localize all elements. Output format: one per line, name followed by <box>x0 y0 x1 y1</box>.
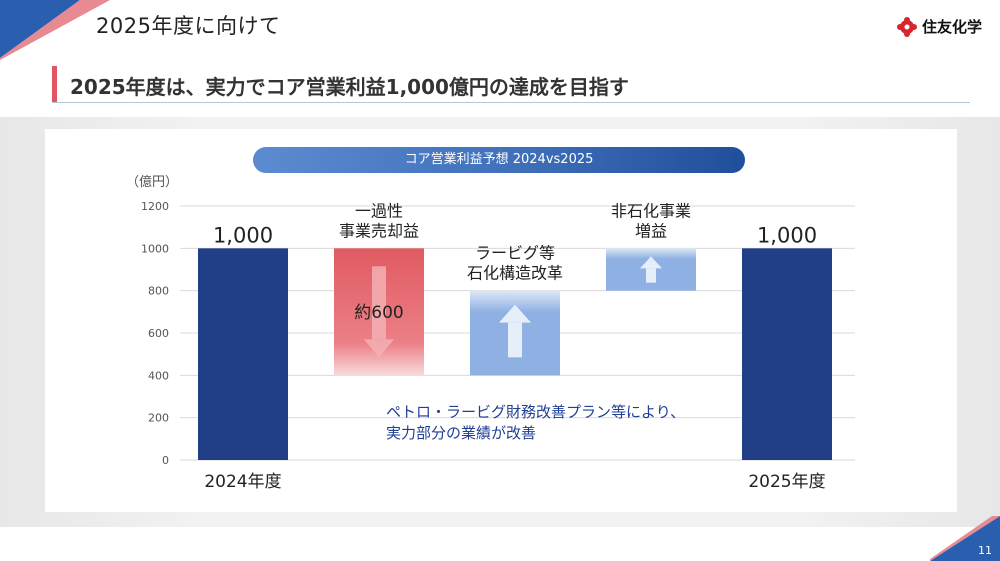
logo-text: 住友化学 <box>921 18 982 36</box>
y-axis-unit-label: （億円） <box>126 175 179 190</box>
company-logo: 住友化学 <box>896 16 982 37</box>
y-tick-label: 200 <box>148 412 169 425</box>
subtitle-divider <box>52 102 970 103</box>
y-tick-label: 0 <box>162 454 169 467</box>
page-title: 2025年度に向けて <box>96 14 281 38</box>
subtitle-accent-bar <box>52 66 57 102</box>
bar-category-label: 非石化事業増益 <box>611 201 691 240</box>
bar-total <box>742 248 832 460</box>
corner-decoration-bottom <box>930 516 1000 561</box>
page-number: 11 <box>978 544 992 557</box>
y-tick-label: 800 <box>148 285 169 298</box>
y-tick-label: 1000 <box>141 242 169 255</box>
y-tick-label: 600 <box>148 327 169 340</box>
up-arrow-shaft <box>646 268 656 283</box>
up-arrow-icon <box>499 304 531 323</box>
y-tick-label: 1200 <box>141 200 169 213</box>
corner-decoration <box>0 0 110 60</box>
logo-mark-icon <box>896 16 917 37</box>
slide-subtitle: 2025年度は、実力でコア営業利益1,000億円の達成を目指す <box>70 75 629 99</box>
bar-total <box>198 248 288 460</box>
y-tick-label: 400 <box>148 369 169 382</box>
bar-category-label: ラービグ等石化構造改革 <box>467 244 563 283</box>
bar-value-label: 1,000 <box>213 223 273 247</box>
bar-category-label: 一過性事業売却益 <box>339 201 419 240</box>
chart-annotation: ペトロ・ラービグ財務改善プラン等により、実力部分の業績が改善 <box>386 403 685 442</box>
up-arrow-shaft <box>508 322 522 358</box>
down-arrow-shaft <box>372 266 386 340</box>
x-category-label: 2024年度 <box>204 472 281 492</box>
down-arrow-icon <box>364 339 394 358</box>
up-arrow-icon <box>640 256 662 269</box>
x-category-label: 2025年度 <box>748 472 825 492</box>
chart-title: コア営業利益予想 2024vs2025 <box>253 147 745 173</box>
bar-value-label: 1,000 <box>757 223 817 247</box>
bar-value-label: 約600 <box>354 303 403 323</box>
